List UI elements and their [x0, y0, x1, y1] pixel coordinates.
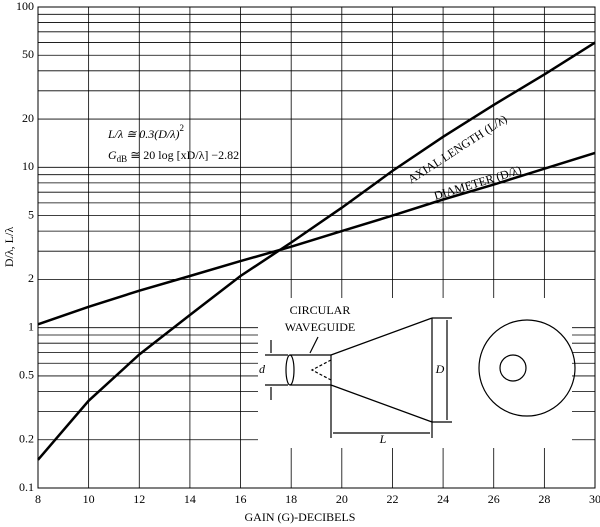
horn-edge [330, 317, 433, 356]
inset-background [258, 298, 572, 448]
y-tick-label: 5 [28, 207, 34, 221]
formula-text: ≅ 20 log [xD/λ] −2.82 [127, 148, 239, 162]
aperture-outer [478, 319, 576, 417]
inset-diagram [258, 298, 576, 448]
y-tick-label: 0.5 [19, 368, 34, 382]
y-tick-label: 10 [22, 159, 34, 173]
x-tick-label: 14 [184, 492, 196, 506]
y-tick-label: 0.1 [19, 480, 34, 494]
formula-sup: 2 [179, 123, 184, 133]
inset-label: CIRCULAR [290, 303, 351, 317]
x-tick-label: 28 [538, 492, 550, 506]
plot-frame [37, 6, 596, 489]
series-line [37, 41, 596, 461]
y-axis-title: D/λ, L/λ [2, 227, 16, 267]
y-tick-label: 50 [22, 47, 34, 61]
y-tick-label: 1 [28, 319, 34, 333]
waveguide-hidden [310, 359, 332, 381]
series-line [37, 151, 596, 326]
x-tick-label: 22 [386, 492, 398, 506]
formula: GdB ≅ 20 log [xD/λ] −2.82 [108, 148, 239, 164]
x-tick-label: 18 [285, 492, 297, 506]
x-tick-label: 26 [488, 492, 500, 506]
y-tick-label: 20 [22, 111, 34, 125]
x-tick-label: 12 [133, 492, 145, 506]
x-tick-label: 16 [235, 492, 247, 506]
inset-label: d [259, 362, 266, 376]
inset-label: D [435, 362, 445, 376]
y-tick-label: 2 [28, 271, 34, 285]
formula-text: L/λ ≅ 0.3(D/λ) [107, 127, 179, 141]
inset-label: WAVEGUIDE [285, 320, 355, 334]
formula: L/λ ≅ 0.3(D/λ)2 [107, 123, 184, 141]
leader [309, 336, 319, 354]
formula-sub: dB [117, 154, 128, 164]
y-tick-label: 0.2 [19, 431, 34, 445]
inset-label: L [379, 432, 387, 446]
x-tick-label: 24 [437, 492, 449, 506]
x-tick-label: 30 [589, 492, 600, 506]
x-tick-label: 10 [83, 492, 95, 506]
x-tick-label: 8 [35, 492, 41, 506]
y-tick-label: 100 [16, 0, 34, 13]
inset-labels: CIRCULAR WAVEGUIDE d D L [259, 303, 445, 446]
x-tick-label: 20 [336, 492, 348, 506]
x-axis-title: GAIN (G)-DECIBELS [245, 510, 356, 524]
horn-edge [330, 384, 433, 423]
formula-text: G [108, 148, 117, 162]
aperture-inner [499, 354, 527, 382]
